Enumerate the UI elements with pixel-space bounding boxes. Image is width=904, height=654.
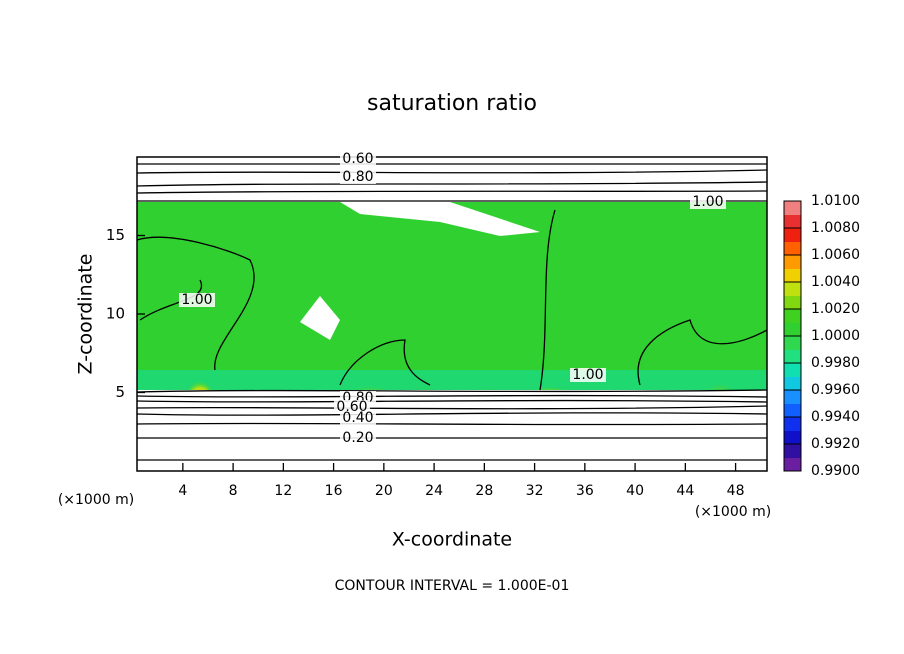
contour-field	[137, 163, 767, 471]
contour-label: 0.60	[342, 151, 373, 167]
colorbar-tick-label: 1.0000	[811, 328, 860, 344]
colorbar-band	[784, 417, 801, 431]
x-tick-label: 32	[526, 483, 544, 499]
field-region	[137, 202, 767, 390]
colorbar-band	[784, 282, 801, 296]
x-tick-label: 16	[325, 483, 343, 499]
contour-label-bg	[340, 152, 376, 166]
y-tick-label: 5	[115, 383, 125, 401]
footnote: CONTOUR INTERVAL = 1.000E-01	[335, 578, 570, 594]
x-tick-label: 28	[475, 483, 493, 499]
colorbar-band	[784, 322, 801, 337]
colorbar-tick-label: 0.9920	[811, 436, 860, 452]
contour-label: 1.00	[572, 367, 603, 383]
field-region	[137, 390, 767, 471]
x-tick-label: 36	[576, 483, 594, 499]
contour-label: 0.80	[342, 169, 373, 185]
colorbar-band	[784, 214, 801, 229]
colorbar-band	[784, 349, 801, 364]
colorbar-tick-label: 0.9980	[811, 355, 860, 371]
x-tick-label: 44	[676, 483, 694, 499]
colorbar-band	[784, 390, 801, 404]
x-tick-label: 12	[274, 483, 292, 499]
colorbar-band	[784, 309, 801, 323]
colorbar-band	[784, 255, 801, 269]
contour-label-bg	[334, 400, 370, 414]
contour-label-bg	[690, 195, 726, 209]
colorbar-band	[784, 295, 801, 310]
contour-label-bg	[340, 170, 376, 184]
y-tick-label: 10	[106, 305, 125, 323]
colorbar-tick-label: 1.0060	[811, 247, 860, 263]
contour-label-bg	[570, 368, 606, 382]
contour-label-bg	[340, 431, 376, 445]
x-tick-label: 8	[229, 483, 238, 499]
unit-label: (×1000 m)	[695, 504, 771, 520]
contour-label: 0.20	[342, 430, 373, 446]
colorbar-band	[784, 444, 801, 458]
colorbar-band	[784, 363, 801, 377]
x-tick-label: 48	[727, 483, 745, 499]
x-tick-label: 40	[626, 483, 644, 499]
colorbar-band	[784, 403, 801, 418]
x-tick-label: 4	[178, 483, 187, 499]
colorbar-band	[784, 201, 801, 215]
colorbar-band	[784, 241, 801, 256]
contour-label: 1.00	[692, 194, 723, 210]
field-region	[330, 192, 540, 236]
colorbar-band	[784, 430, 801, 445]
contour-label-bg	[179, 293, 215, 307]
colorbar-tick-label: 1.0020	[811, 301, 860, 317]
colorbar-tick-label: 0.9900	[811, 463, 860, 479]
x-axis-label: X-coordinate	[392, 529, 512, 551]
y-tick-label: 15	[106, 226, 125, 244]
colorbar-band	[784, 457, 801, 472]
colorbar-tick-label: 1.0080	[811, 220, 860, 236]
colorbar-tick-label: 0.9940	[811, 409, 860, 425]
colorbar-tick-label: 1.0100	[811, 193, 860, 209]
y-axis-label: Z-coordinate	[75, 254, 97, 375]
field-region	[137, 370, 767, 390]
unit-label: (×1000 m)	[58, 492, 134, 508]
x-tick-label: 20	[375, 483, 393, 499]
colorbar-tick-label: 1.0040	[811, 274, 860, 290]
colorbar-band	[784, 376, 801, 391]
contour-label-bg	[340, 411, 376, 425]
colorbar-band	[784, 228, 801, 242]
colorbar-band	[784, 336, 801, 350]
contour-label: 1.00	[181, 292, 212, 308]
field-region	[300, 296, 340, 340]
colorbar-tick-label: 0.9960	[811, 382, 860, 398]
contour-label: 0.40	[342, 410, 373, 426]
x-tick-label: 24	[425, 483, 443, 499]
chart-title: saturation ratio	[367, 91, 537, 116]
colorbar-band	[784, 268, 801, 283]
